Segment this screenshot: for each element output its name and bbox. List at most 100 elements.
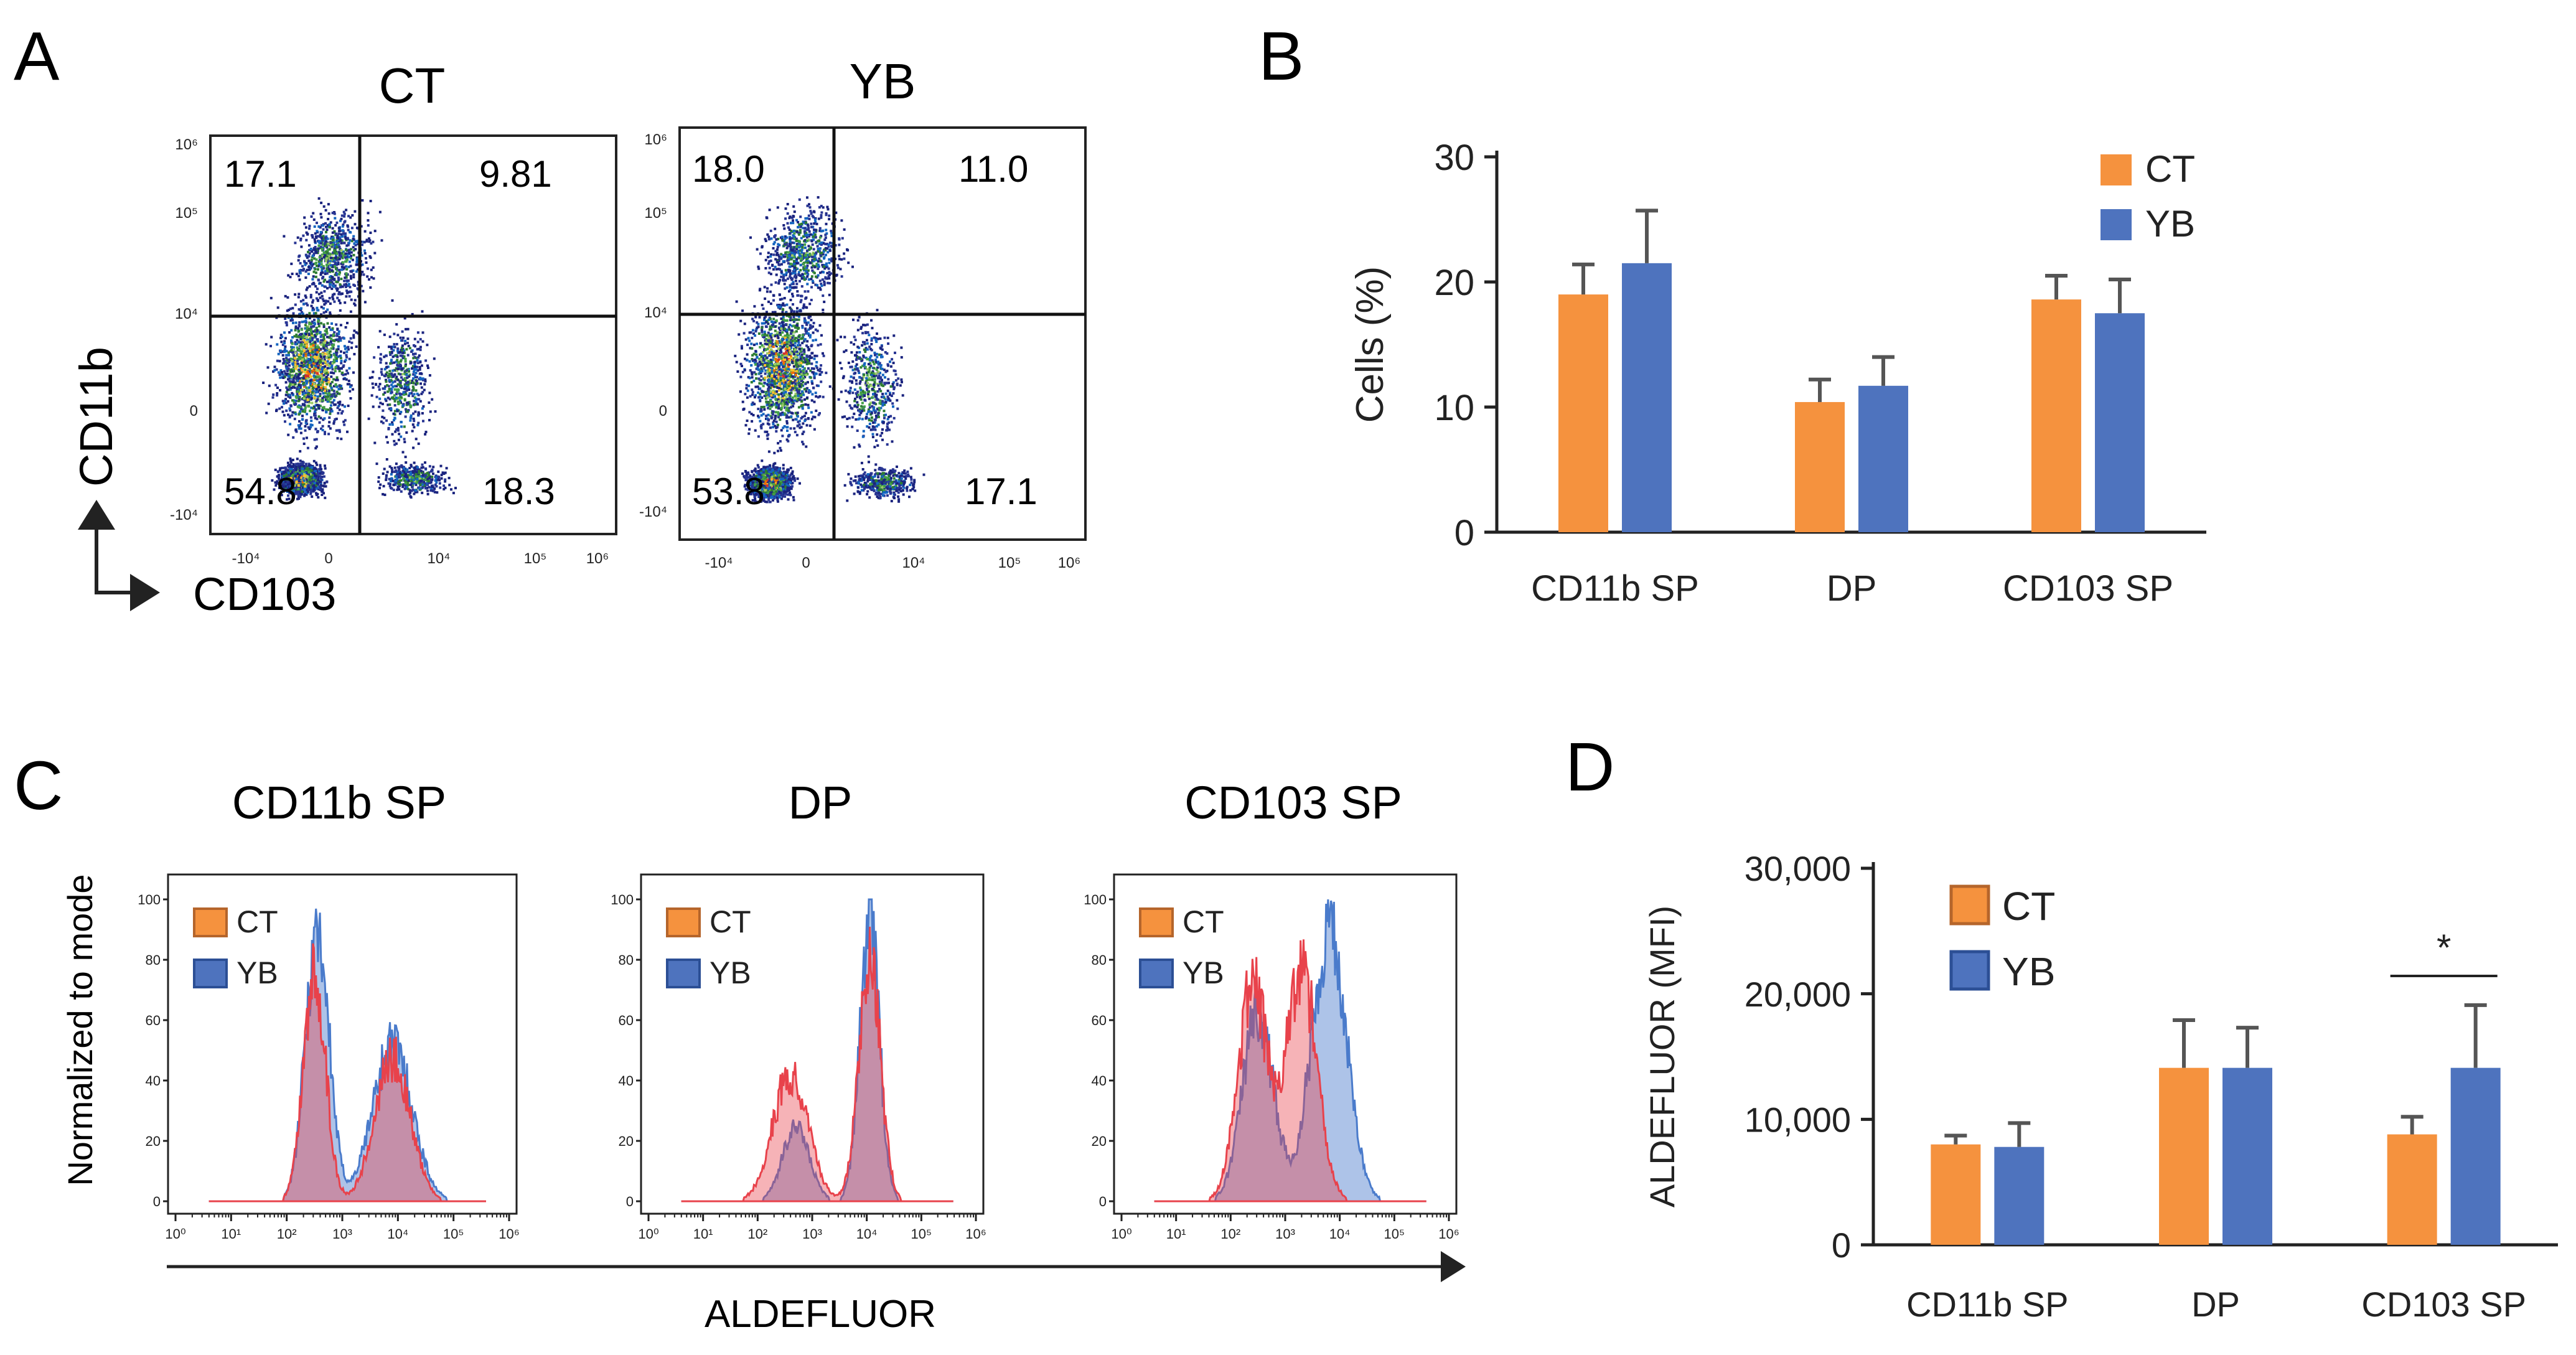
flow-dot bbox=[363, 249, 366, 252]
flow-dot bbox=[390, 477, 393, 480]
flow-dot bbox=[310, 327, 312, 330]
flow-dot bbox=[303, 395, 306, 398]
flow-dot bbox=[398, 396, 401, 400]
flow-dot bbox=[437, 470, 440, 473]
flow-dot bbox=[398, 479, 401, 482]
flow-dot bbox=[299, 262, 302, 265]
flow-dot bbox=[426, 492, 429, 495]
flow-dot bbox=[296, 335, 299, 338]
flow-dot bbox=[330, 337, 333, 340]
flow-dot bbox=[291, 376, 294, 378]
flow-dot bbox=[314, 408, 317, 411]
flow-dot bbox=[340, 233, 343, 236]
flow-dot bbox=[321, 406, 324, 409]
flow-dot bbox=[349, 390, 352, 393]
flow-dot bbox=[409, 406, 412, 409]
flow-dot bbox=[318, 388, 321, 391]
flow-dot bbox=[306, 336, 309, 339]
flow-dot bbox=[350, 240, 354, 243]
flow-dot bbox=[297, 354, 301, 356]
flow-dot bbox=[342, 420, 345, 423]
flow-dot bbox=[267, 402, 270, 405]
flow-dot bbox=[338, 291, 341, 294]
flow-dot bbox=[311, 255, 314, 257]
flow-dot bbox=[279, 350, 282, 354]
flow-dot bbox=[324, 431, 326, 434]
flow-dot bbox=[417, 356, 420, 359]
flow-dot bbox=[290, 317, 293, 320]
flow-dot bbox=[313, 257, 316, 260]
flow-dot bbox=[421, 463, 424, 466]
flow-dot bbox=[393, 345, 396, 349]
flow-dot bbox=[317, 279, 321, 282]
flow-dot bbox=[347, 345, 350, 349]
flow-dot bbox=[429, 475, 432, 478]
flow-dot bbox=[294, 374, 297, 377]
flow-dot bbox=[341, 229, 344, 232]
flow-dot bbox=[395, 323, 398, 326]
flow-dot bbox=[321, 353, 324, 356]
flow-dot bbox=[345, 209, 348, 212]
flow-dot bbox=[293, 484, 296, 487]
flow-dot bbox=[402, 351, 405, 354]
flow-dot bbox=[295, 487, 298, 490]
flow-dot bbox=[786, 493, 789, 496]
flow-dot bbox=[307, 386, 311, 389]
flow-dot bbox=[296, 387, 299, 390]
flow-dot bbox=[424, 359, 428, 362]
flow-dot bbox=[309, 322, 312, 326]
flow-dot bbox=[370, 394, 373, 397]
flow-dot bbox=[291, 342, 294, 345]
flow-dot bbox=[339, 339, 342, 342]
flow-dot bbox=[336, 437, 339, 440]
flow-dot bbox=[375, 383, 378, 386]
flow-dot bbox=[413, 337, 416, 340]
flow-dot bbox=[430, 479, 433, 482]
flow-dot bbox=[304, 350, 307, 353]
flow-dot bbox=[280, 340, 283, 344]
flow-dot bbox=[301, 490, 304, 493]
flow-dot bbox=[341, 261, 344, 264]
flow-dot bbox=[413, 365, 416, 368]
flow-dot bbox=[335, 252, 339, 255]
flow-dot bbox=[289, 485, 293, 488]
flow-dot bbox=[410, 465, 413, 468]
flow-dot bbox=[302, 472, 306, 476]
flow-dot bbox=[334, 339, 337, 342]
flow-dot bbox=[382, 387, 385, 390]
flow-dot bbox=[383, 387, 386, 390]
flow-dot bbox=[392, 484, 395, 487]
flow-dot bbox=[319, 353, 322, 356]
flow-dot bbox=[338, 230, 341, 233]
flow-dot bbox=[369, 256, 372, 260]
flow-dot bbox=[332, 278, 335, 281]
flow-dot bbox=[327, 408, 330, 411]
flow-dot bbox=[433, 357, 436, 360]
flow-dot bbox=[298, 396, 301, 399]
flow-dot bbox=[422, 405, 425, 408]
flow-dot bbox=[279, 389, 281, 391]
flow-dot bbox=[312, 312, 316, 315]
flow-dot bbox=[379, 401, 382, 405]
flow-dot bbox=[390, 359, 393, 362]
flow-dot bbox=[772, 499, 774, 502]
flow-dot bbox=[326, 349, 329, 352]
flow-frame bbox=[209, 134, 617, 535]
flow-dot bbox=[286, 481, 289, 484]
flow-dot bbox=[413, 367, 416, 370]
flow-dot bbox=[411, 385, 415, 388]
flow-dot bbox=[411, 485, 414, 489]
flow-dot bbox=[298, 364, 301, 367]
flow-dot bbox=[314, 250, 317, 253]
flow-dot bbox=[295, 490, 298, 494]
flow-dot bbox=[288, 393, 291, 396]
flow-dot bbox=[308, 225, 311, 228]
flow-dot bbox=[316, 379, 319, 382]
flow-dot bbox=[410, 477, 413, 481]
flow-dot bbox=[285, 390, 288, 393]
flow-dot bbox=[396, 355, 399, 359]
flow-dot bbox=[325, 257, 328, 260]
flow-dot bbox=[306, 350, 309, 353]
flow-dot bbox=[331, 238, 334, 241]
